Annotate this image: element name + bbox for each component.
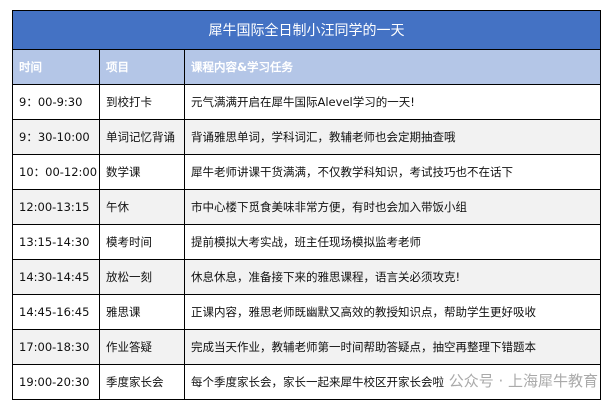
content-cell: 完成当天作业，教辅老师第一时间帮助答疑点，抽空再整理下错题本 (184, 329, 601, 365)
item-cell: 单词记忆背诵 (99, 119, 185, 155)
header-time: 时间 (12, 49, 100, 85)
table-row: 19:00-20:30 季度家长会 每个季度家长会，家长一起来犀牛校区开家长会啦 (12, 364, 601, 400)
content-cell: 市中心楼下觅食美味非常方便，有时也会加入带饭小组 (184, 189, 601, 225)
item-cell: 到校打卡 (99, 84, 185, 120)
table-row: 12:00-13:15 午休 市中心楼下觅食美味非常方便，有时也会加入带饭小组 (12, 189, 601, 225)
table-row: 14:30-14:45 放松一刻 休息休息，准备接下来的雅思课程，语言关必须攻克! (12, 259, 601, 295)
table-row: 10：00-12:00 数学课 犀牛老师讲课干货满满，不仅教学科知识，考试技巧也不在… (12, 154, 601, 190)
table-title: 犀牛国际全日制小汪同学的一天 (12, 10, 601, 50)
item-cell: 模考时间 (99, 224, 185, 260)
time-cell: 17:00-18:30 (12, 329, 100, 365)
content-cell: 提前模拟大考实战，班主任现场模拟监考老师 (184, 224, 601, 260)
content-cell: 正课内容，雅思老师既幽默又高效的教授知识点，帮助学生更好吸收 (184, 294, 601, 330)
content-cell: 背诵雅思单词，学科词汇，教辅老师也会定期抽查哦 (184, 119, 601, 155)
item-cell: 数学课 (99, 154, 185, 190)
item-cell: 季度家长会 (99, 364, 185, 400)
watermark: 公众号 · 上海犀牛教育 (448, 370, 598, 391)
time-cell: 10：00-12:00 (12, 154, 100, 190)
header-content: 课程内容&学习任务 (184, 49, 601, 85)
schedule-table: 犀牛国际全日制小汪同学的一天 时间 项目 课程内容&学习任务 9：00-9:30… (12, 10, 601, 400)
item-cell: 放松一刻 (99, 259, 185, 295)
time-cell: 14:30-14:45 (12, 259, 100, 295)
header-row: 时间 项目 课程内容&学习任务 (12, 49, 601, 85)
content-cell: 休息休息，准备接下来的雅思课程，语言关必须攻克! (184, 259, 601, 295)
time-cell: 19:00-20:30 (12, 364, 100, 400)
table-row: 14:45-16:45 雅思课 正课内容，雅思老师既幽默又高效的教授知识点，帮助学生… (12, 294, 601, 330)
time-cell: 12:00-13:15 (12, 189, 100, 225)
table-row: 17:00-18:30 作业答疑 完成当天作业，教辅老师第一时间帮助答疑点，抽空再整… (12, 329, 601, 365)
item-cell: 午休 (99, 189, 185, 225)
header-item: 项目 (99, 49, 185, 85)
time-cell: 13:15-14:30 (12, 224, 100, 260)
table-row: 9：00-9:30 到校打卡 元气满满开启在犀牛国际Alevel学习的一天! (12, 84, 601, 120)
item-cell: 雅思课 (99, 294, 185, 330)
time-cell: 14:45-16:45 (12, 294, 100, 330)
content-cell: 元气满满开启在犀牛国际Alevel学习的一天! (184, 84, 601, 120)
time-cell: 9：30-10:00 (12, 119, 100, 155)
time-cell: 9：00-9:30 (12, 84, 100, 120)
content-cell: 犀牛老师讲课干货满满，不仅教学科知识，考试技巧也不在话下 (184, 154, 601, 190)
table-row: 13:15-14:30 模考时间 提前模拟大考实战，班主任现场模拟监考老师 (12, 224, 601, 260)
item-cell: 作业答疑 (99, 329, 185, 365)
table-row: 9：30-10:00 单词记忆背诵 背诵雅思单词，学科词汇，教辅老师也会定期抽查哦 (12, 119, 601, 155)
